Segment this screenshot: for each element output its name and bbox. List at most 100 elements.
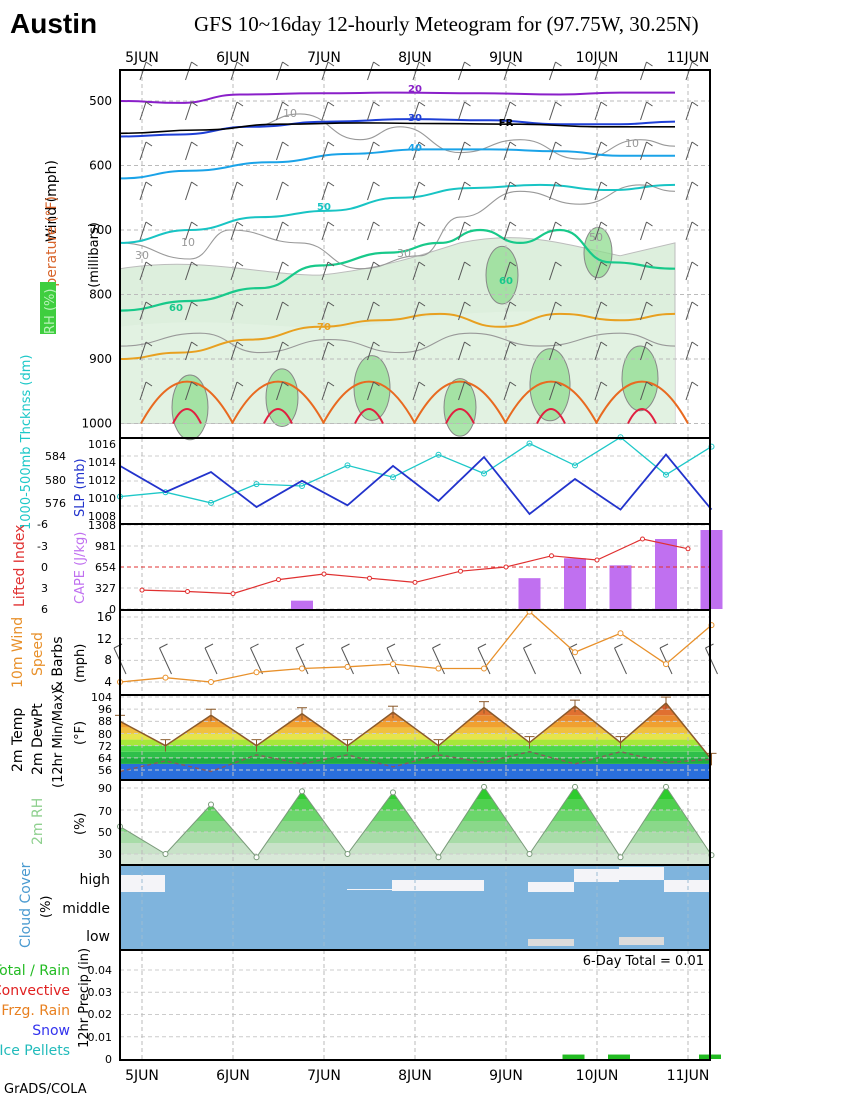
- barb-shaft: [594, 101, 602, 121]
- barb-shaft: [549, 261, 556, 281]
- barb-flag: [191, 221, 198, 227]
- wind-speed-point: [617, 630, 624, 637]
- barb-shaft: [139, 261, 147, 281]
- wind-barb-ua: [367, 301, 380, 321]
- barb-shaft: [685, 221, 693, 241]
- li-point: [503, 564, 509, 570]
- barb-shaft: [321, 141, 329, 161]
- barb-shaft: [230, 341, 238, 361]
- wind-barb-ua: [367, 341, 380, 361]
- wind-label: 10m Wind: [10, 617, 26, 688]
- barb-shaft: [185, 101, 192, 121]
- barb-flag: [600, 101, 608, 107]
- barb-shaft: [477, 647, 491, 675]
- barb-flag: [236, 61, 244, 67]
- wind-barb-ua: [276, 341, 289, 361]
- barb-flag: [600, 261, 608, 267]
- temp-contour-90: [172, 408, 202, 424]
- temp-tick: 96: [98, 703, 112, 716]
- wind-barb-ua: [640, 381, 653, 401]
- wind-barb-ua: [185, 301, 198, 321]
- barb-shaft: [185, 341, 192, 361]
- barb-shaft: [640, 341, 647, 361]
- barb-shaft: [321, 261, 329, 281]
- rh-label: 2m RH: [30, 798, 46, 845]
- credit-label: GrADS/COLA: [4, 1082, 87, 1097]
- barb-shaft: [549, 181, 556, 201]
- temp-contour-50: [119, 183, 676, 244]
- temp-contour-60: [119, 228, 676, 312]
- wind-barb-ua: [412, 181, 426, 201]
- barb-flag: [555, 181, 562, 187]
- date-label-bottom: 5JUN: [125, 1068, 159, 1084]
- temp-contour-label: 20: [408, 84, 422, 95]
- barb-flag: [691, 261, 699, 267]
- wind-contour-label: 50: [589, 231, 603, 244]
- barb-flag: [373, 61, 380, 67]
- wind-contour-label: 10: [283, 107, 297, 120]
- temp-tick: 72: [98, 740, 112, 753]
- barb-flag: [646, 141, 653, 147]
- wind-barb-ua: [367, 141, 380, 161]
- date-label-bottom: 8JUN: [398, 1068, 432, 1084]
- barb-flag: [373, 221, 380, 227]
- barb-shaft: [412, 341, 420, 361]
- barb-shaft: [341, 647, 354, 675]
- barb-flag: [646, 101, 653, 107]
- barb-flag: [191, 101, 198, 107]
- li-point: [640, 536, 645, 542]
- wind-barb-ua: [185, 141, 198, 161]
- barb-shaft: [549, 301, 556, 321]
- barb-shaft: [685, 261, 693, 281]
- wind-speed-point: [253, 669, 260, 676]
- date-label-top: 8JUN: [398, 50, 432, 66]
- barb-shaft: [367, 221, 374, 241]
- wind-barb-ua: [230, 261, 244, 281]
- wind-barb-ua: [594, 381, 608, 401]
- barb-shaft: [230, 101, 238, 121]
- barb-flag: [282, 301, 289, 307]
- cape-tick: 654: [95, 561, 116, 574]
- precip-tick: 0: [105, 1053, 112, 1066]
- barb-flag: [236, 341, 244, 347]
- cloud-gap-high: [392, 880, 484, 891]
- wind-barb-10m: [477, 643, 491, 675]
- barb-shaft: [139, 221, 147, 241]
- rh-tick: 70: [98, 805, 112, 818]
- temp-contour-label: 40: [408, 143, 422, 154]
- barb-flag: [236, 181, 244, 187]
- li-tick: 6: [41, 603, 48, 616]
- wind-barb-ua: [276, 101, 289, 121]
- barb-shaft: [185, 181, 192, 201]
- wind-barb-ua: [276, 301, 289, 321]
- thickness-point: [162, 489, 169, 496]
- barb-shaft: [640, 301, 647, 321]
- cape-bar: [291, 600, 313, 609]
- barb-flag: [509, 301, 517, 307]
- barb-flag: [646, 381, 653, 387]
- wind-contour-label: 30: [397, 247, 411, 260]
- wind-barb-ua: [367, 101, 380, 121]
- barb-flag: [236, 101, 244, 107]
- cape-bar: [609, 565, 632, 609]
- barb-shaft: [640, 381, 647, 401]
- barb-flag: [282, 221, 289, 227]
- barb-flag: [236, 221, 244, 227]
- rh-pocket: [265, 368, 299, 428]
- barb-flag: [145, 261, 153, 267]
- temp-contour-80: [595, 380, 689, 424]
- barb-shaft: [139, 341, 147, 361]
- barb-flag: [418, 141, 426, 147]
- wind-barb-ua: [230, 141, 244, 161]
- cape-bar: [700, 530, 723, 609]
- li-point: [549, 553, 554, 559]
- barb-shaft: [412, 301, 420, 321]
- barb-flag: [464, 181, 471, 187]
- barb-shaft: [458, 341, 465, 361]
- wind-barb-ua: [458, 101, 471, 121]
- precip-tick: 0.03: [88, 986, 113, 999]
- barb-flag: [600, 141, 608, 147]
- cape-tick: 981: [95, 540, 116, 553]
- wind-label: & Barbs: [50, 637, 66, 693]
- barb-flag: [509, 61, 517, 67]
